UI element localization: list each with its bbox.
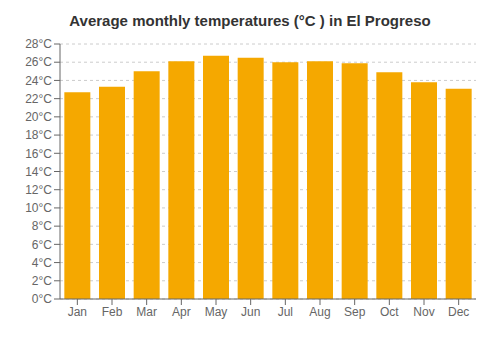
svg-text:Sep: Sep (344, 305, 366, 319)
svg-text:6°C: 6°C (32, 238, 52, 252)
svg-text:18°C: 18°C (25, 128, 52, 142)
svg-text:2°C: 2°C (32, 274, 52, 288)
svg-text:12°C: 12°C (25, 183, 52, 197)
svg-text:Feb: Feb (102, 305, 123, 319)
svg-text:Jul: Jul (278, 305, 293, 319)
svg-text:26°C: 26°C (25, 55, 52, 69)
html-text:Average monthly temperatures (: Average monthly temperatures (°C ) in El… (69, 12, 431, 29)
svg-text:28°C: 28°C (25, 37, 52, 51)
svg-text:24°C: 24°C (25, 74, 52, 88)
svg-text:Apr: Apr (172, 305, 191, 319)
svg-text:Oct: Oct (380, 305, 399, 319)
svg-text:14°C: 14°C (25, 165, 52, 179)
svg-text:4°C: 4°C (32, 256, 52, 270)
svg-text:22°C: 22°C (25, 92, 52, 106)
svg-text:May: May (205, 305, 228, 319)
svg-text:10°C: 10°C (25, 201, 52, 215)
svg-text:16°C: 16°C (25, 147, 52, 161)
svg-text:Mar: Mar (136, 305, 157, 319)
svg-text:Jan: Jan (68, 305, 87, 319)
svg-text:Dec: Dec (448, 305, 469, 319)
svg-text:0°C: 0°C (32, 292, 52, 306)
svg-text:20°C: 20°C (25, 110, 52, 124)
svg-text:Jun: Jun (241, 305, 260, 319)
svg-text:8°C: 8°C (32, 219, 52, 233)
svg-text:Nov: Nov (413, 305, 434, 319)
svg-text:Aug: Aug (309, 305, 330, 319)
